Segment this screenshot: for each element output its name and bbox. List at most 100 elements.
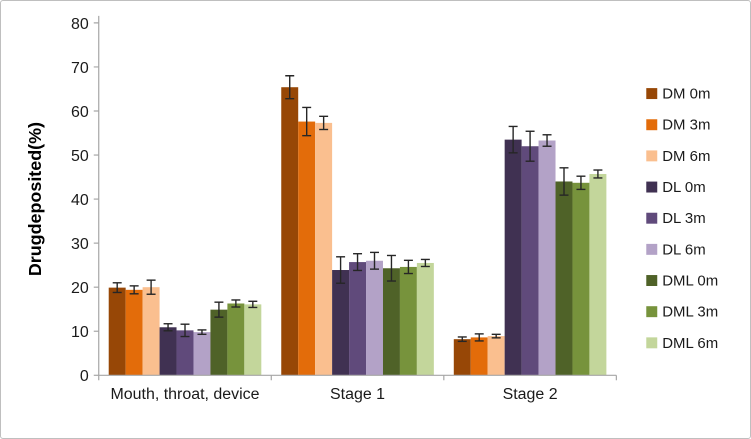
bar-DML0m-cat2	[555, 181, 573, 376]
bar-DML6m-cat1	[416, 262, 434, 376]
bar-DML0m-cat0	[210, 309, 228, 376]
legend: DM 0m DM 3m DM 6m DL 0m DL 3m DL 6m DML 0m DML …	[646, 86, 718, 352]
bar-DM3m-cat2	[470, 337, 488, 376]
legend-swatch	[646, 243, 658, 255]
bar-DML3m-cat1	[399, 266, 417, 376]
legend-swatch	[646, 306, 658, 318]
bar-DL3m-cat0	[176, 330, 194, 376]
legend-swatch	[646, 181, 658, 193]
y-tick-label: 50	[71, 148, 89, 165]
y-tick-label: 20	[71, 280, 89, 297]
error-bar-DML6m-cat1	[420, 258, 430, 268]
bar-DL0m-cat0	[159, 327, 177, 376]
bar-DML0m-cat1	[382, 268, 400, 376]
error-bars-layer	[112, 75, 603, 343]
bar-DML6m-cat2	[589, 173, 607, 376]
category-label: Mouth, throat, device	[111, 386, 260, 403]
error-bar-DL6m-cat2	[542, 134, 552, 147]
error-bar-DL3m-cat1	[353, 253, 363, 272]
error-bar-DML0m-cat1	[386, 254, 396, 282]
y-axis-title: Drugdeposited(%)	[25, 122, 45, 276]
bar-DM0m-cat0	[108, 287, 126, 376]
bars-layer	[108, 87, 607, 376]
category-label: Stage 1	[330, 386, 385, 403]
error-bar-DL3m-cat2	[525, 130, 535, 162]
legend-item-DM3m: DM 3m	[646, 117, 710, 134]
legend-label: DM 3m	[662, 117, 710, 134]
error-bar-DM0m-cat0	[112, 282, 122, 294]
legend-label: DM 0m	[662, 86, 710, 103]
error-bar-DL0m-cat0	[163, 323, 173, 332]
legend-label: DML 6m	[662, 335, 718, 352]
bar-DML6m-cat0	[244, 304, 262, 376]
bar-DM0m-cat1	[281, 87, 299, 376]
bar-DM6m-cat0	[142, 287, 160, 376]
bar-DM6m-cat1	[315, 122, 333, 376]
legend-swatch	[646, 275, 658, 286]
bar-DM0m-cat2	[453, 339, 471, 376]
error-bar-DL0m-cat1	[336, 256, 346, 284]
legend-label: DML 3m	[662, 304, 718, 321]
error-bar-DML6m-cat2	[593, 169, 603, 179]
legend-label: DL 3m	[662, 210, 705, 227]
legend-item-DML0m: DML 0m	[646, 273, 718, 290]
bar-DL6m-cat2	[538, 140, 556, 376]
y-tick-label: 40	[71, 192, 89, 209]
error-bar-DML0m-cat0	[214, 301, 224, 318]
legend-label: DML 0m	[662, 273, 718, 290]
bar-DL3m-cat1	[349, 262, 367, 376]
legend-item-DML6m: DML 6m	[646, 335, 718, 352]
bar-DL0m-cat2	[504, 139, 522, 376]
legend-swatch	[646, 337, 658, 349]
tick-labels-layer: 0 10 20 30 40 50 60 70 80	[71, 16, 89, 385]
error-bar-DM3m-cat2	[474, 333, 484, 342]
bar-DM6m-cat2	[487, 336, 505, 376]
legend-swatch	[646, 88, 658, 100]
legend-item-DM6m: DM 6m	[646, 148, 710, 165]
legend-item-DL0m: DL 0m	[646, 179, 706, 196]
error-bar-DM6m-cat0	[146, 279, 156, 295]
bar-DML3m-cat0	[227, 303, 245, 376]
legend-swatch	[646, 119, 658, 131]
legend-item-DM0m: DM 0m	[646, 86, 710, 103]
legend-label: DL 6m	[662, 241, 705, 258]
error-bar-DL0m-cat2	[508, 125, 518, 154]
y-tick-label: 70	[71, 60, 89, 77]
error-bar-DM0m-cat2	[457, 336, 467, 343]
y-tick-label: 80	[71, 16, 89, 33]
error-bar-DML6m-cat0	[248, 300, 258, 309]
y-tick-label: 60	[71, 104, 89, 121]
bar-DML3m-cat2	[572, 182, 590, 376]
legend-label: DL 0m	[662, 179, 705, 196]
error-bar-DL6m-cat1	[370, 251, 379, 270]
error-bar-DM3m-cat0	[129, 285, 139, 295]
error-bar-DL3m-cat0	[180, 323, 190, 338]
bar-DL6m-cat0	[193, 332, 211, 376]
error-bar-DM6m-cat1	[319, 115, 329, 131]
legend-item-DML3m: DML 3m	[646, 304, 718, 321]
error-bar-DM0m-cat1	[285, 75, 295, 100]
legend-swatch	[646, 150, 658, 162]
y-tick-label: 30	[71, 236, 89, 253]
error-bar-DML3m-cat0	[231, 299, 241, 308]
legend-swatch	[646, 212, 658, 224]
bar-DM3m-cat0	[125, 289, 143, 376]
legend-label: DM 6m	[662, 148, 710, 165]
error-bar-DML3m-cat2	[576, 175, 586, 191]
error-bar-DML0m-cat2	[559, 167, 569, 196]
bar-DM3m-cat1	[298, 121, 316, 376]
error-bar-DML3m-cat1	[403, 259, 413, 275]
category-labels-layer: Mouth, throat, device Stage 1 Stage 2	[111, 386, 558, 403]
legend-item-DL3m: DL 3m	[646, 210, 706, 227]
legend-item-DL6m: DL 6m	[646, 241, 706, 258]
y-tick-label: 0	[80, 368, 89, 385]
error-bar-DM6m-cat2	[491, 333, 501, 339]
axes-layer	[93, 15, 617, 381]
bar-DL3m-cat2	[521, 146, 539, 376]
error-bar-DL6m-cat0	[197, 329, 207, 336]
bar-DL6m-cat1	[366, 260, 383, 376]
error-bar-DM3m-cat1	[302, 106, 312, 137]
y-tick-label: 10	[71, 324, 89, 341]
